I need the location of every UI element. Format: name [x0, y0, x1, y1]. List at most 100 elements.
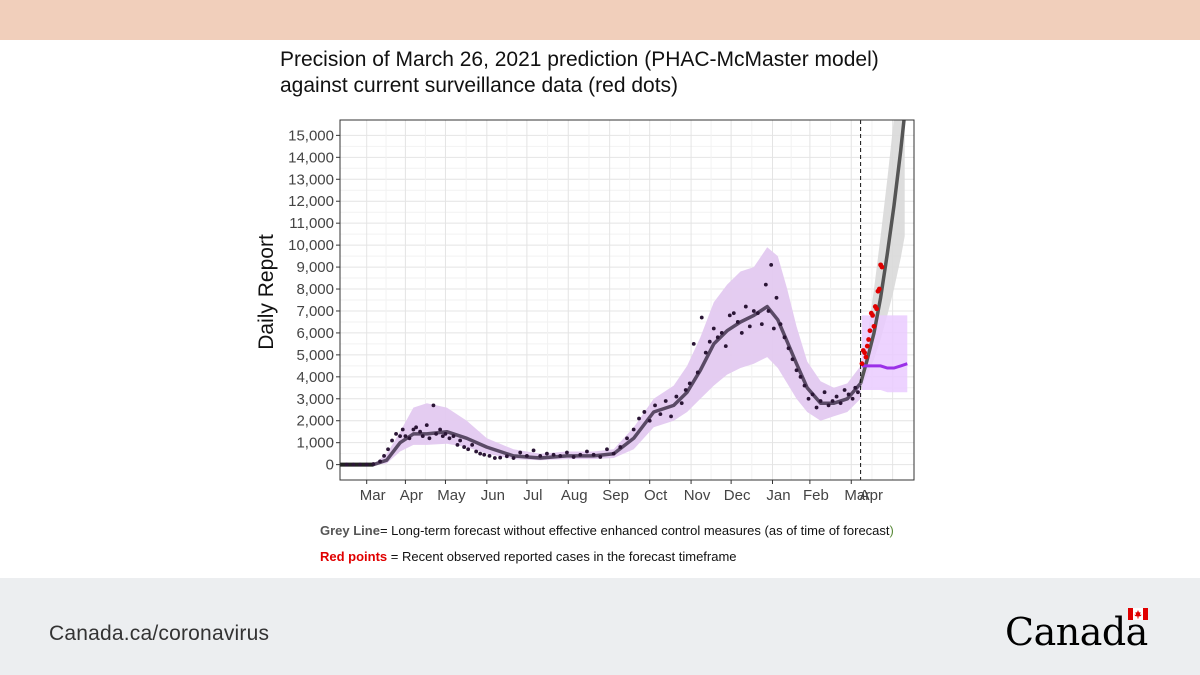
observed-point	[545, 451, 549, 456]
recent-observed-point	[874, 306, 880, 312]
observed-point	[605, 447, 609, 452]
footer: Canada.ca/coronavirus Canada	[0, 578, 1200, 675]
observed-point	[434, 432, 439, 436]
recent-observed-point	[862, 350, 868, 356]
y-tick-label: 1,000	[296, 435, 334, 452]
observed-point	[438, 427, 443, 432]
observed-point	[826, 403, 831, 408]
recent-observed-point	[879, 264, 885, 270]
top-accent-band	[0, 0, 1200, 40]
y-tick-label: 15,000	[288, 127, 334, 144]
observed-point	[695, 370, 700, 375]
observed-point	[755, 311, 760, 316]
observed-point	[782, 335, 787, 340]
observed-point	[403, 434, 408, 438]
x-tick-label: Mar	[360, 487, 386, 504]
y-tick-label: 3,000	[296, 391, 334, 408]
legend-grey-text: = Long-term forecast without effective e…	[379, 523, 890, 538]
y-tick-label: 13,000	[288, 171, 334, 188]
observed-point	[802, 383, 807, 388]
slide-title-line-2: against current surveillance data (red d…	[280, 74, 679, 97]
observed-point	[414, 425, 418, 430]
observed-point	[834, 394, 839, 399]
observed-point	[723, 344, 728, 348]
observed-point	[647, 418, 652, 423]
grey-forecast-line	[858, 120, 906, 384]
x-tick-label: May	[437, 487, 466, 504]
observed-point	[344, 462, 349, 467]
observed-point	[531, 448, 536, 453]
observed-point	[511, 456, 516, 460]
observed-point	[763, 282, 768, 287]
recent-observed-point	[864, 343, 870, 349]
observed-point	[407, 436, 412, 441]
x-tick-label: Jan	[766, 487, 790, 504]
observed-point	[424, 423, 429, 428]
observed-point	[447, 436, 452, 441]
y-tick-label: 8,000	[296, 281, 334, 298]
x-tick-label: Nov	[684, 487, 711, 504]
legend-grey-paren: )	[889, 523, 894, 538]
observed-point	[727, 313, 732, 318]
observed-point	[786, 346, 791, 351]
observed-point	[814, 405, 819, 410]
legend-red-points: Red points = Recent observed reported ca…	[320, 549, 737, 564]
observed-point	[474, 449, 479, 454]
observed-point	[790, 357, 795, 362]
observed-point	[771, 326, 776, 331]
observed-point	[794, 368, 799, 373]
observed-point	[822, 390, 827, 395]
x-tick-label: Dec	[724, 487, 751, 504]
observed-point	[850, 396, 855, 401]
recent-observed-point	[863, 354, 869, 360]
plot-layer	[340, 120, 908, 467]
observed-point	[390, 438, 394, 443]
y-tick-label: 11,000	[289, 215, 334, 232]
observed-point	[411, 427, 416, 432]
observed-point	[487, 453, 492, 458]
observed-point	[715, 335, 720, 340]
observed-point	[846, 392, 851, 397]
observed-point	[766, 309, 771, 313]
observed-point	[642, 410, 647, 414]
observed-point	[351, 462, 356, 467]
observed-point	[731, 311, 736, 316]
observed-point	[524, 453, 529, 458]
y-tick-label: 4,000	[296, 369, 334, 386]
recent-observed-point	[859, 361, 865, 367]
observed-point	[703, 350, 708, 355]
observed-point	[443, 432, 448, 436]
y-tick-label: 12,000	[288, 193, 334, 210]
observed-point	[364, 462, 369, 467]
x-tick-label: Jun	[481, 487, 505, 504]
forecast-chart: 0 1,000 2,000 3,000 4,000 5,000 6,000 7,000 8,00…	[255, 119, 915, 504]
observed-point	[420, 434, 425, 438]
y-tick-label: 10,000	[288, 237, 334, 254]
observed-point	[440, 434, 445, 438]
observed-point	[371, 462, 376, 466]
observed-point	[719, 331, 724, 335]
observed-point	[818, 399, 823, 403]
observed-point	[747, 324, 752, 329]
observed-point	[538, 453, 543, 458]
observed-point	[810, 392, 815, 397]
observed-point	[462, 445, 467, 449]
observed-point	[683, 388, 688, 392]
observed-point	[853, 385, 858, 390]
observed-point	[663, 399, 668, 403]
observed-point	[806, 396, 811, 401]
observed-point	[707, 339, 712, 344]
observed-point	[382, 453, 386, 458]
x-tick-label: Feb	[803, 487, 829, 504]
observed-point	[637, 416, 641, 421]
observed-point	[431, 403, 436, 408]
observed-point	[669, 414, 673, 419]
observed-point	[427, 436, 432, 441]
observed-point	[466, 447, 471, 452]
observed-point	[778, 322, 783, 327]
x-tick-label: Sep	[602, 487, 629, 504]
footer-url[interactable]: Canada.ca/coronavirus	[49, 622, 270, 645]
observed-point	[625, 436, 629, 441]
observed-point	[451, 434, 456, 438]
y-tick-label: 14,000	[288, 149, 334, 166]
